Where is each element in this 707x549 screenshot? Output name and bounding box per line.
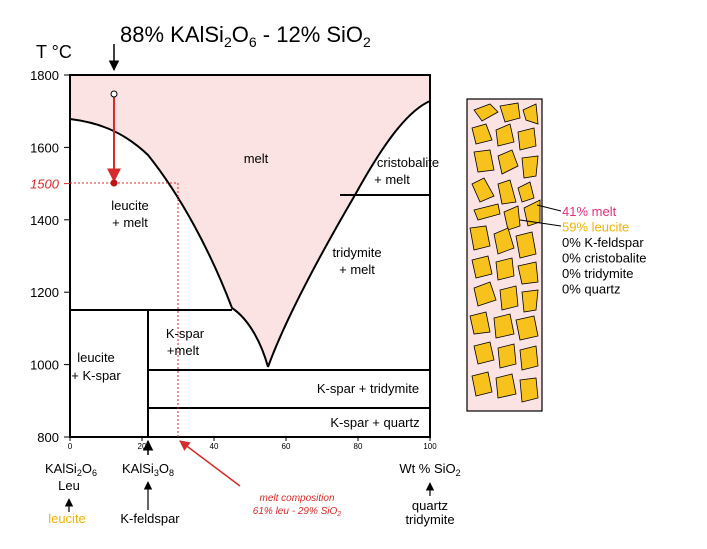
endmember-label-kalsi2o6: KAlSi2O6 (45, 461, 97, 478)
leucite-crystal (497, 343, 517, 369)
leucite-crystal (521, 289, 539, 313)
y-axis-label: T °C (36, 42, 72, 62)
y-tick-label: 1200 (30, 285, 59, 300)
endmember-label-leucite: leucite (48, 511, 86, 526)
melt-pointer-line (536, 204, 562, 212)
phase-percentage-label: 0% K-feldspar (562, 235, 644, 250)
leucite-crystal (473, 203, 501, 221)
leucite-crystal-group (469, 102, 541, 403)
endmember-label-tridymite: tridymite (405, 512, 454, 527)
field-label-kspar-melt-2: +melt (167, 343, 200, 358)
endmember-label-kalsi3o8: KAlSi3O8 (122, 461, 174, 478)
endmember-label-kfeldspar: K-feldspar (120, 511, 180, 526)
leucite-crystal (473, 341, 495, 365)
leucite-crystal (519, 345, 539, 371)
field-label-cristobalite-melt-1: cristobalite (377, 155, 439, 170)
y-tick-label: 1600 (30, 140, 59, 155)
field-label-tridymite-melt-2: + melt (339, 262, 375, 277)
phase-percentage-label: 0% quartz (562, 282, 621, 297)
leucite-crystal (471, 123, 493, 145)
x-tick-label: 60 (282, 442, 291, 451)
leucite-liquidus (69, 118, 269, 368)
y-tick-label: 800 (37, 430, 59, 445)
endmember-label-quartz: quartz (412, 498, 448, 513)
leucite-crystal (515, 231, 537, 259)
field-label-cristobalite-melt-2: + melt (374, 172, 410, 187)
leucite-crystal (517, 261, 539, 285)
leucite-crystal (522, 103, 539, 125)
melt-composition-arrow (179, 440, 241, 487)
field-label-kspar-melt-1: K-spar (166, 326, 205, 341)
phase-percentage-label: 0% tridymite (562, 266, 634, 281)
y-tick-label: 1500 (30, 177, 60, 192)
field-label-kspar-quartz: K-spar + quartz (330, 415, 419, 430)
current-state-point (110, 179, 118, 187)
endmember-label-leu: Leu (58, 478, 80, 493)
leucite-crystal (471, 371, 493, 397)
leucite-crystal (493, 313, 515, 339)
leucite-crystal (471, 255, 493, 279)
phase-percentage-label: 41% melt (562, 204, 617, 219)
melt-region (70, 75, 430, 367)
phase-percentage-label: 0% cristobalite (562, 251, 647, 266)
plot-frame (69, 74, 431, 438)
x-tick-label: 100 (423, 442, 437, 451)
field-label-leucite-kspar-2: + K-spar (71, 368, 121, 383)
leucite-crystal (521, 155, 539, 179)
leucite-crystal (473, 103, 499, 122)
x-tick-label: 40 (210, 442, 219, 451)
leucite-crystal (499, 285, 519, 311)
leucite-crystal (497, 179, 517, 205)
y-tick-label: 1000 (30, 358, 59, 373)
phase-percentage-label: 59% leucite (562, 220, 629, 235)
leucite-crystal (497, 149, 519, 175)
field-label-leucite-kspar-1: leucite (77, 350, 115, 365)
leucite-crystal (519, 377, 539, 403)
annotation-melt-composition: melt composition (259, 493, 334, 504)
field-label-leucite-melt-1: leucite (111, 198, 149, 213)
y-tick-label: 1800 (30, 68, 59, 83)
leucite-crystal (499, 102, 521, 123)
y-tick-label: 1400 (30, 213, 59, 228)
axis-label-wt-sio2: Wt % SiO2 (399, 461, 460, 478)
field-label-leucite-melt-2: + melt (112, 215, 148, 230)
field-label-tridymite-melt-1: tridymite (332, 245, 381, 260)
leucite-crystal (473, 149, 495, 173)
annotation-melt-percent: 61% leu - 29% SiO2 (253, 506, 342, 518)
leucite-crystal (469, 311, 491, 335)
leucite-crystal (523, 199, 541, 227)
leucite-crystal (473, 281, 497, 307)
x-tick-label: 80 (354, 442, 363, 451)
leucite-crystal (495, 373, 517, 399)
leucite-crystal (517, 181, 535, 203)
leucite-crystal (495, 257, 515, 281)
diagram-title: 88% KAlSi2O6 - 12% SiO2 (120, 22, 371, 50)
leucite-crystal (517, 127, 537, 151)
x-tick-label: 0 (68, 442, 73, 451)
field-label-melt: melt (244, 151, 269, 166)
leucite-pointer-line (519, 219, 562, 227)
leucite-crystal (515, 315, 539, 341)
start-point (110, 90, 118, 98)
leucite-crystal (495, 123, 515, 147)
leucite-crystal (503, 205, 521, 231)
x-tick-label: 20 (138, 442, 147, 451)
leucite-crystal (493, 227, 515, 255)
leucite-crystal (471, 177, 495, 203)
leucite-crystal (469, 225, 491, 251)
field-label-kspar-tridymite: K-spar + tridymite (317, 381, 419, 396)
